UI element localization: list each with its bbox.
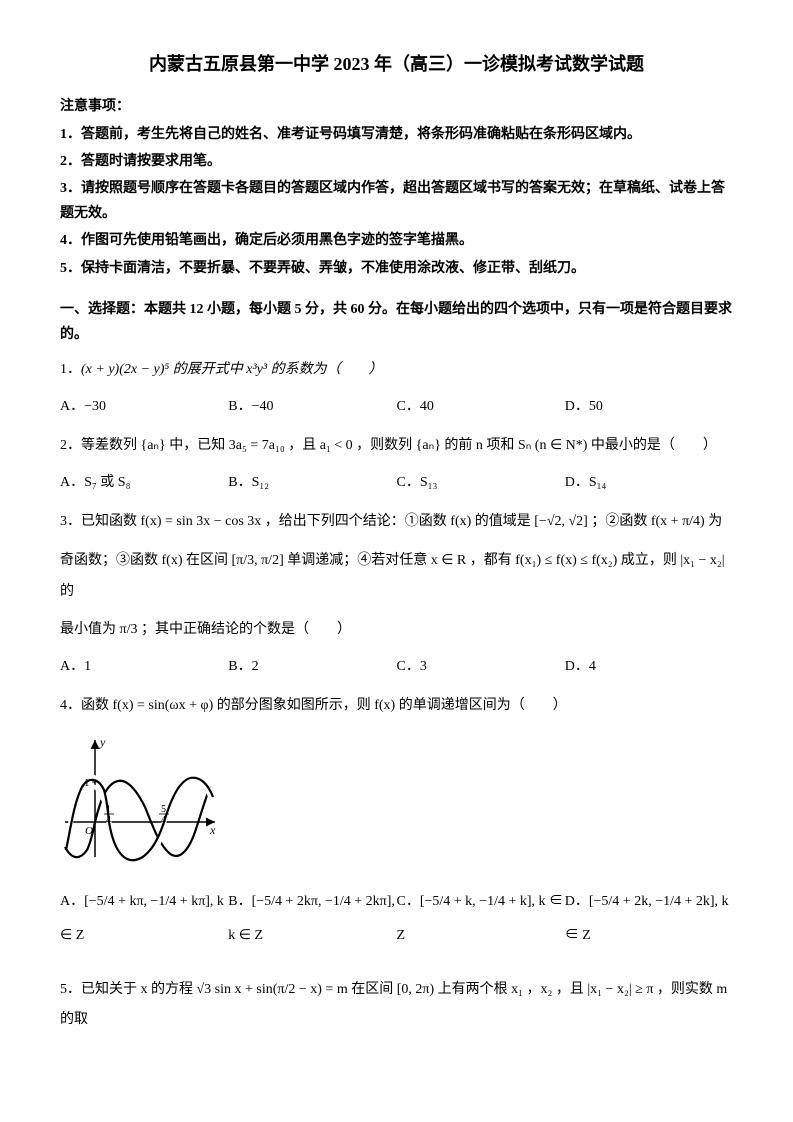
q1-prefix: 1．: [60, 362, 81, 377]
x-tick-label-1-den: 4: [106, 815, 111, 826]
x-tick-label-2-den: 4: [161, 815, 166, 826]
q4-graph: y x O 1 1 4 5 4: [60, 732, 733, 871]
origin-label: O: [85, 825, 93, 837]
q2-option-a: A．S₇ 或 S₈: [60, 470, 228, 495]
question-3-line3: 最小值为 π/3 ；其中正确结论的个数是（ ）: [60, 615, 733, 646]
q1-option-c: C．40: [397, 394, 565, 419]
question-1: 1．(x + y)(2x − y)⁵ 的展开式中 x³y³ 的系数为（ ）: [60, 355, 733, 386]
notes-header: 注意事项：: [60, 94, 733, 119]
note-4: 4．作图可先使用铅笔画出，确定后必须用黑色字迹的签字笔描黑。: [60, 228, 733, 253]
note-2: 2．答题时请按要求用笔。: [60, 149, 733, 174]
q4-option-b: B．[−5/4 + 2kπ, −1/4 + 2kπ], k ∈ Z: [228, 885, 396, 952]
question-3-line1: 3．已知函数 f(x) = sin 3x − cos 3x ，给出下列四个结论：…: [60, 507, 733, 538]
note-5: 5．保持卡面清洁，不要折暴、不要弄破、弄皱，不准使用涂改液、修正带、刮纸刀。: [60, 256, 733, 281]
x-tick-label-2-num: 5: [161, 804, 166, 815]
q3-option-a: A．1: [60, 654, 228, 679]
erase2: [68, 777, 212, 862]
q4-option-d: D．[−5/4 + 2k, −1/4 + 2k], k ∈ Z: [565, 885, 733, 952]
q4-options: A．[−5/4 + kπ, −1/4 + kπ], k ∈ Z B．[−5/4 …: [60, 885, 733, 962]
q2-option-b: B．S₁₂: [228, 470, 396, 495]
x-axis-label: x: [209, 823, 216, 837]
page-title: 内蒙古五原县第一中学 2023 年（高三）一诊模拟考试数学试题: [60, 48, 733, 80]
q1-options: A．−30 B．−40 C．40 D．50: [60, 394, 733, 419]
q3-option-c: C．3: [397, 654, 565, 679]
q2-option-c: C．S₁₃: [397, 470, 565, 495]
question-3-line2: 奇函数；③函数 f(x) 在区间 [π/3, π/2] 单调递减；④若对任意 x…: [60, 546, 733, 608]
q1-option-b: B．−40: [228, 394, 396, 419]
question-5: 5．已知关于 x 的方程 √3 sin x + sin(π/2 − x) = m…: [60, 975, 733, 1037]
q3-option-b: B．2: [228, 654, 396, 679]
q1-option-a: A．−30: [60, 394, 228, 419]
sine-curve: [65, 781, 210, 857]
x-tick-label-1-num: 1: [106, 804, 111, 815]
sine-graph-svg: y x O 1 1 4 5 4: [60, 732, 220, 862]
note-3: 3．请按照题号顺序在答题卡各题目的答题区域内作答，超出答题区域书写的答案无效；在…: [60, 176, 733, 226]
q4-option-c: C．[−5/4 + k, −1/4 + k], k ∈ Z: [397, 885, 565, 952]
q1-option-d: D．50: [565, 394, 733, 419]
y-tick-1-label: 1: [84, 777, 90, 789]
y-axis-label: y: [99, 735, 106, 749]
q2-options: A．S₇ 或 S₈ B．S₁₂ C．S₁₃ D．S₁₄: [60, 470, 733, 495]
note-1: 1．答题前，考生先将自己的姓名、准考证号码填写清楚，将条形码准确粘贴在条形码区域…: [60, 122, 733, 147]
q4-option-a: A．[−5/4 + kπ, −1/4 + kπ], k ∈ Z: [60, 885, 228, 952]
question-4: 4．函数 f(x) = sin(ωx + φ) 的部分图象如图所示，则 f(x)…: [60, 691, 733, 722]
question-2: 2．等差数列 {aₙ} 中，已知 3a₅ = 7a₁₀ ，且 a₁ < 0 ，则…: [60, 431, 733, 462]
q3-options: A．1 B．2 C．3 D．4: [60, 654, 733, 679]
q3-option-d: D．4: [565, 654, 733, 679]
q1-expr: (x + y)(2x − y)⁵ 的展开式中 x³y³ 的系数为（ ）: [81, 362, 383, 377]
section-1-header: 一、选择题：本题共 12 小题，每小题 5 分，共 60 分。在每小题给出的四个…: [60, 297, 733, 347]
q2-option-d: D．S₁₄: [565, 470, 733, 495]
